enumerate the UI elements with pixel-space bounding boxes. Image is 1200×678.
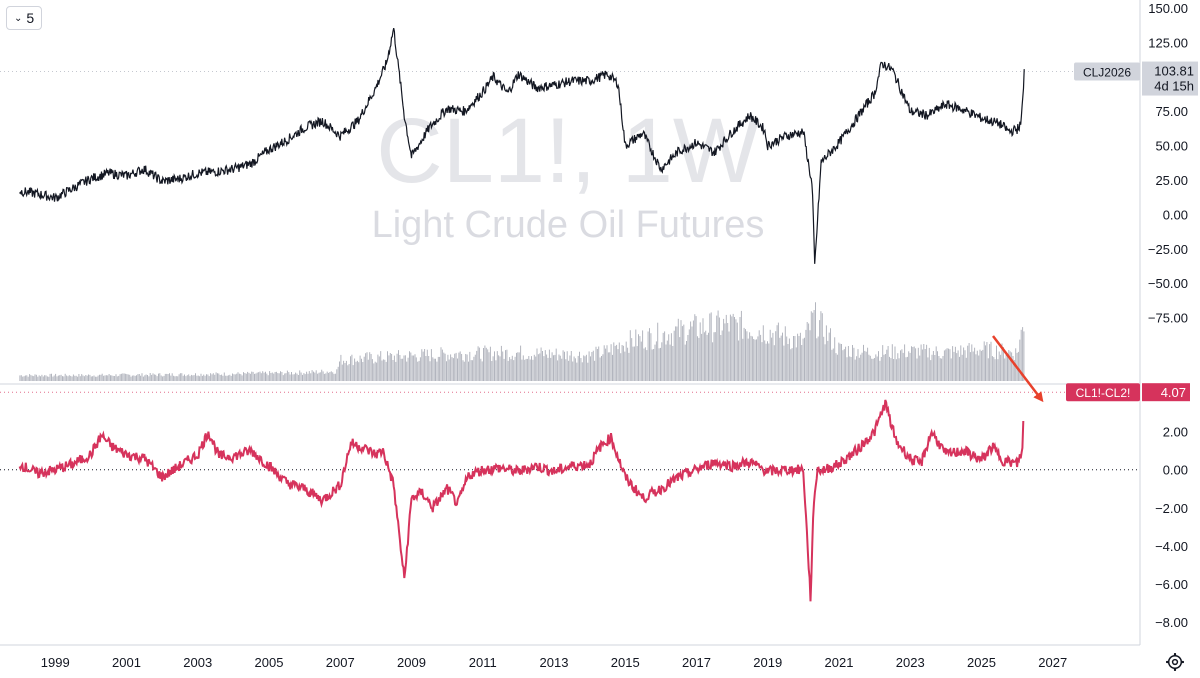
volume-bars — [19, 302, 1025, 381]
time-tick-label: 2003 — [183, 655, 212, 670]
symbol-label: CLJ2026 — [1083, 66, 1131, 80]
price-axis[interactable]: 150.00125.00100.0075.0050.0025.000.00−25… — [1148, 1, 1188, 326]
time-tick-label: 2005 — [255, 655, 284, 670]
time-tick-label: 2021 — [825, 655, 854, 670]
price-tick-label: 50.00 — [1155, 139, 1188, 154]
spread-last-value-bg — [1142, 383, 1190, 402]
price-tick-label: 25.00 — [1155, 173, 1188, 188]
price-tick-label: −75.00 — [1148, 311, 1188, 326]
settings-button[interactable] — [1164, 651, 1186, 673]
price-last-value: 103.81 — [1154, 64, 1194, 79]
time-tick-label: 2011 — [469, 655, 497, 670]
interval-selector[interactable]: ⌄ 5 — [6, 6, 43, 30]
time-axis[interactable]: 1999 2001 2003 2005 2007 2009 2011 2013 2015 2017… — [41, 655, 1067, 670]
price-tick-label: 0.00 — [1163, 207, 1188, 222]
price-tick-label: 150.00 — [1148, 1, 1188, 16]
spread-series-line — [18, 399, 1025, 602]
watermark-symbol: CL1!, 1W — [376, 100, 760, 202]
spread-tick-label: −6.00 — [1155, 577, 1188, 592]
time-tick-label: 2001 — [112, 655, 141, 670]
price-tick-label: −25.00 — [1148, 242, 1188, 257]
price-tick-label: 75.00 — [1155, 104, 1188, 119]
time-tick-label: 1999 — [41, 655, 70, 670]
time-tick-label: 2015 — [611, 655, 640, 670]
price-tick-label: 125.00 — [1148, 35, 1188, 50]
price-series-line — [19, 27, 1025, 264]
time-tick-label: 2027 — [1038, 655, 1067, 670]
price-tick-label: −50.00 — [1148, 276, 1188, 291]
time-tick-label: 2017 — [682, 655, 711, 670]
spread-axis[interactable]: 2.00 0.00 −2.00 −4.00 −6.00 −8.00 — [1155, 425, 1188, 631]
time-tick-label: 2013 — [540, 655, 569, 670]
time-tick-label: 2019 — [753, 655, 782, 670]
time-tick-label: 2023 — [896, 655, 925, 670]
gear-icon — [1166, 653, 1184, 671]
price-last-value-bg — [1142, 61, 1198, 96]
spread-tick-label: −2.00 — [1155, 501, 1188, 516]
spread-last-value: 4.07 — [1161, 385, 1186, 400]
time-tick-label: 2025 — [967, 655, 996, 670]
arrow-icon — [992, 335, 1044, 403]
watermark-name: Light Crude Oil Futures — [372, 204, 765, 246]
interval-label: 5 — [26, 10, 35, 26]
spread-gridlines — [0, 391, 1140, 471]
time-tick-label: 2009 — [397, 655, 426, 670]
chevron-down-icon: ⌄ — [14, 12, 23, 24]
spread-tick-label: 2.00 — [1163, 425, 1188, 440]
symbol-label-bg — [1074, 62, 1140, 81]
spread-tick-label: −8.00 — [1155, 615, 1188, 630]
spread-name-label: CL1!-CL2! — [1076, 386, 1131, 400]
spread-tick-label: 0.00 — [1163, 463, 1188, 478]
time-tick-label: 2007 — [326, 655, 355, 670]
spread-name-label-bg — [1066, 383, 1140, 402]
spread-tick-label: −4.00 — [1155, 539, 1188, 554]
bar-countdown: 4d 15h — [1154, 79, 1194, 94]
